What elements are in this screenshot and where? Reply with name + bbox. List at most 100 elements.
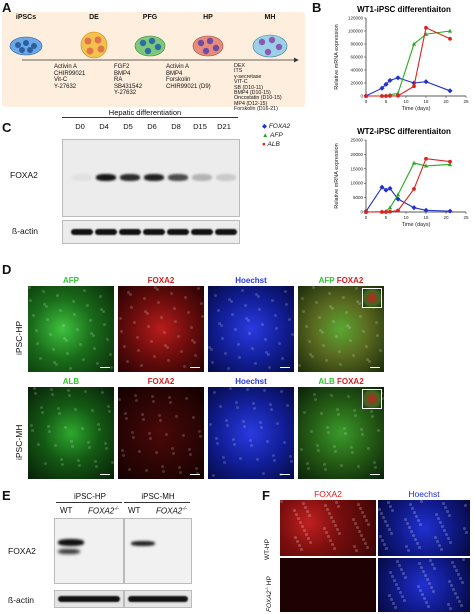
- cell-nucleus: [226, 424, 229, 427]
- cell-nucleus: [404, 518, 407, 521]
- cell-nucleus: [102, 310, 105, 313]
- cell-nucleus: [449, 607, 452, 610]
- cell-nucleus: [393, 579, 396, 582]
- cell-nucleus: [294, 536, 297, 539]
- cell-nucleus: [355, 549, 358, 552]
- cell-nucleus: [232, 438, 235, 441]
- cell-nucleus: [322, 344, 325, 347]
- band: [72, 174, 92, 181]
- col-label-foxa2: FOXA2: [314, 489, 342, 499]
- cell-nucleus: [242, 420, 245, 423]
- cell-nucleus: [140, 364, 143, 367]
- cell-nucleus: [99, 295, 102, 298]
- cell-nucleus: [101, 391, 104, 394]
- lane-wt: WT: [60, 506, 73, 515]
- cell-nucleus: [283, 441, 286, 444]
- cell-nucleus: [335, 501, 338, 504]
- cell-nucleus: [315, 301, 318, 304]
- cell-nucleus: [108, 410, 111, 413]
- cell-nucleus: [402, 572, 405, 575]
- blot-e-mh-actin: [124, 590, 192, 608]
- legend-item-afp: ▲ AFP: [262, 132, 283, 139]
- cell-nucleus: [360, 428, 363, 431]
- data-point: [423, 79, 429, 85]
- cell-nucleus: [357, 503, 360, 506]
- cell-nucleus: [444, 506, 447, 509]
- cell-nucleus: [141, 413, 144, 416]
- cell-nucleus: [428, 582, 431, 585]
- cell-nucleus: [126, 360, 129, 363]
- cell-nucleus: [392, 602, 395, 605]
- x-tick-label: 25: [463, 215, 469, 220]
- chart-legend: ◆ FOXA2 ▲ AFP ● ALB: [262, 122, 312, 149]
- cell-nucleus: [378, 508, 381, 511]
- cell-nucleus: [431, 563, 434, 566]
- cell-nucleus: [161, 465, 164, 468]
- cell-nucleus: [157, 301, 160, 304]
- cell-nucleus: [171, 447, 174, 450]
- cell-nucleus: [359, 507, 362, 510]
- panel-letter-f: F: [262, 488, 270, 503]
- cell-nucleus: [152, 400, 155, 403]
- cell-nucleus: [268, 366, 271, 369]
- data-point: [384, 94, 388, 98]
- y-tick-label: 25000: [350, 138, 363, 143]
- data-point: [384, 210, 388, 214]
- cell-nucleus: [449, 541, 452, 544]
- band: [58, 539, 84, 546]
- conditions-pfg-hp: Activin A BMP4 Forskolin CHIR99021 (D9): [166, 64, 218, 90]
- cell-nucleus: [325, 359, 328, 362]
- cell-nucleus: [106, 338, 109, 341]
- y-tick-label: 40000: [350, 68, 363, 73]
- data-point: [447, 88, 453, 94]
- y-tick-label: 20000: [350, 81, 363, 86]
- data-point: [388, 209, 392, 214]
- data-point: [411, 205, 417, 211]
- cell-nucleus: [220, 324, 223, 327]
- cell-nucleus: [133, 321, 136, 324]
- cell-nucleus: [389, 505, 392, 508]
- cell-nucleus: [122, 454, 125, 457]
- cell-nucleus: [310, 430, 313, 433]
- cell-nucleus: [236, 406, 239, 409]
- cell-nucleus: [281, 357, 284, 360]
- blot-e-mh-foxa2: [124, 518, 192, 584]
- row-label-gene: FOXA2: [266, 590, 274, 612]
- mh-cell-cluster: [252, 34, 288, 58]
- cell-nucleus: [144, 310, 147, 313]
- condition-text: γ-secretase: [234, 73, 262, 80]
- y-tick-label: 0: [360, 94, 363, 99]
- data-point: [395, 91, 401, 95]
- cell-nucleus: [262, 472, 265, 475]
- cell-nucleus: [44, 462, 47, 465]
- cell-nucleus: [354, 414, 357, 417]
- cell-nucleus: [184, 296, 187, 299]
- cell-nucleus: [305, 533, 308, 536]
- cell-nucleus: [136, 336, 139, 339]
- cell-nucleus: [354, 522, 357, 525]
- microscopy-image: [298, 286, 384, 372]
- cell-nucleus: [238, 356, 241, 359]
- cell-nucleus: [234, 328, 237, 331]
- cell-nucleus: [64, 426, 67, 429]
- data-point: [380, 210, 384, 214]
- row-label-b-actin: ß-actin: [12, 226, 38, 236]
- data-point: [423, 163, 429, 168]
- cell-nucleus: [109, 353, 112, 356]
- data-point: [448, 159, 452, 164]
- cell-nucleus: [357, 465, 360, 468]
- cell-nucleus: [302, 310, 305, 313]
- cell-nucleus: [219, 405, 222, 408]
- row-label-b-actin: ß-actin: [8, 595, 34, 605]
- cell-nucleus: [415, 515, 418, 518]
- cell-nucleus: [168, 396, 171, 399]
- group-underline: [124, 502, 190, 503]
- cell-nucleus: [67, 389, 70, 392]
- conditions-hp-mh: DEX ITS γ-secretase VIT-C SB (D10-11) BM…: [234, 63, 302, 113]
- series-line-foxa2: [365, 186, 451, 212]
- differentiation-schematic: [9, 31, 299, 63]
- cell-nucleus: [303, 411, 306, 414]
- cell-nucleus: [433, 567, 436, 570]
- cell-nucleus: [224, 352, 227, 355]
- data-point: [380, 94, 384, 98]
